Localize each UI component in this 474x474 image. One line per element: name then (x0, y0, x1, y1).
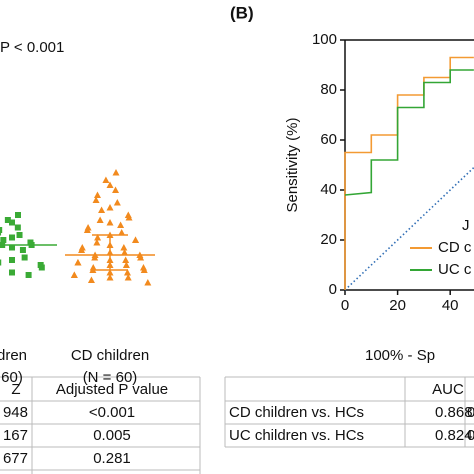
point (122, 256, 130, 263)
table-cell: 0.824 (435, 427, 473, 444)
point (0, 229, 2, 236)
point (121, 249, 129, 256)
point (106, 204, 114, 211)
y-tick-label: 100 (312, 31, 337, 48)
point (94, 234, 102, 241)
legend-label: CD c (438, 239, 472, 256)
point (9, 219, 15, 226)
group-n-label: (N = 60) (83, 369, 138, 386)
point (106, 181, 114, 188)
point (122, 261, 130, 268)
group-label: dren (0, 347, 27, 364)
table-cell: 948 (3, 404, 28, 421)
legend-title: J (462, 217, 470, 234)
point (93, 239, 101, 246)
panel-title: (B) (230, 3, 254, 22)
point (106, 219, 114, 226)
group-n-label: 60) (1, 369, 23, 386)
x-axis-label: 100% - Sp (365, 347, 435, 364)
table-cell: UC children vs. HCs (229, 427, 364, 444)
point (9, 269, 15, 276)
x-tick-label: 20 (389, 297, 406, 314)
point (70, 271, 78, 278)
y-tick-label: 0 (329, 281, 337, 298)
point (118, 229, 126, 236)
p-annotation: P < 0.001 (0, 39, 64, 56)
point (9, 234, 15, 241)
point (15, 212, 21, 218)
point (83, 226, 91, 233)
point (125, 214, 133, 221)
point (74, 259, 82, 266)
point (93, 191, 101, 198)
point (112, 169, 120, 176)
point (106, 274, 114, 281)
point (123, 269, 131, 276)
point (96, 216, 104, 223)
table-cell: 0.281 (93, 450, 131, 467)
y-tick-label: 80 (320, 81, 337, 98)
point (14, 224, 21, 231)
point (0, 227, 3, 233)
point (9, 257, 15, 263)
point (92, 196, 100, 203)
reference-line (344, 166, 474, 291)
point (140, 266, 148, 273)
point (120, 244, 128, 251)
point (124, 274, 132, 281)
point (0, 237, 7, 243)
y-tick-label: 40 (320, 181, 337, 198)
point (4, 217, 11, 223)
table-cell: 0 (467, 404, 474, 421)
y-axis-label: Sensitivity (%) (284, 117, 301, 212)
table-header: Z (11, 381, 20, 398)
table-cell: 0 (467, 427, 474, 444)
point (9, 244, 15, 251)
point (117, 221, 125, 228)
point (38, 264, 45, 271)
point (21, 254, 28, 261)
point (98, 206, 106, 213)
point (25, 272, 32, 278)
left-table (0, 376, 201, 474)
point (19, 247, 26, 253)
point (132, 236, 140, 243)
point (0, 259, 2, 266)
x-tick-label: 0 (341, 297, 349, 314)
table-cell: 677 (3, 450, 28, 467)
table-header: AUC (432, 381, 464, 398)
point (16, 232, 23, 238)
point (106, 269, 114, 276)
table-cell: CD children vs. HCs (229, 404, 364, 421)
point (112, 186, 120, 193)
y-tick-label: 60 (320, 131, 337, 148)
point (78, 246, 86, 253)
group-label: CD children (71, 347, 149, 364)
table-cell: 167 (3, 427, 28, 444)
roc-curve (344, 69, 474, 196)
right-table (224, 376, 474, 448)
point (137, 254, 145, 261)
point (113, 199, 121, 206)
y-tick-label: 20 (320, 231, 337, 248)
table-header: Adjusted P value (56, 381, 168, 398)
table-cell: 0.005 (93, 427, 131, 444)
table-cell: <0.001 (89, 404, 135, 421)
point (87, 276, 95, 283)
point (91, 254, 99, 261)
point (102, 176, 110, 183)
table-cell: 0.868 (435, 404, 473, 421)
point (144, 279, 152, 286)
x-tick-label: 40 (442, 297, 459, 314)
legend-label: UC c (438, 261, 472, 278)
